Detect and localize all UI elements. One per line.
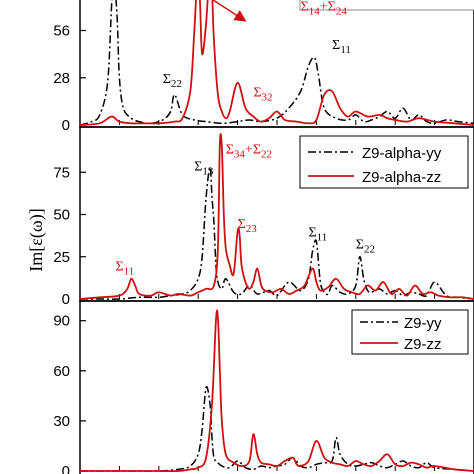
series-middle-0: [80, 166, 474, 300]
annotation-arrow: [211, 0, 247, 22]
series-top-1: [79, 0, 474, 126]
annotation-top-1: Σ32: [253, 85, 272, 103]
annotation-middle-1: Σ34+Σ22: [226, 143, 272, 161]
series-top-0: [79, 0, 474, 126]
ytick-label-middle-1: 25: [53, 249, 70, 266]
series-bottom-0: [80, 385, 474, 472]
legend-middle: Z9-alpha-yy Z9-alpha-zz: [299, 135, 469, 189]
ytick-label-bottom-3: 90: [53, 313, 70, 330]
ytick-label-bottom-1: 30: [53, 413, 70, 430]
ytick-label-top-2: 56: [53, 23, 70, 40]
ytick-label-bottom-2: 60: [53, 363, 70, 380]
legend-middle-label-0: Z9-alpha-yy: [362, 145, 442, 162]
ytick-label-middle-0: 0: [62, 291, 70, 308]
ytick-label-top-1: 28: [53, 70, 70, 87]
annotation-middle-4: Σ11: [309, 225, 328, 243]
ytick-label-middle-3: 75: [53, 164, 70, 181]
legend-bottom-label-1: Z9-zz: [404, 336, 442, 353]
top-legend-box: [299, 0, 474, 11]
panel-top-frame: [79, 0, 474, 128]
annotation-middle-2: Σ23: [238, 217, 258, 235]
annotation-middle-5: Σ22: [356, 237, 375, 255]
annotation-middle-0: Σ13: [194, 160, 214, 178]
ytick-label-bottom-0: 0: [62, 463, 70, 474]
legend-bottom-label-0: Z9-yy: [404, 315, 442, 332]
panel-bottom-frame: [79, 300, 474, 474]
annotation-top-0: Σ22: [163, 72, 182, 90]
series-bottom-1: [80, 309, 474, 473]
ytick-label-top-0: 0: [62, 117, 70, 134]
annotation-top-2: Σ11: [332, 38, 351, 56]
legend-bottom-box: [351, 309, 469, 355]
legend-middle-box: [299, 135, 469, 189]
y-axis-label: Im[ε(ω)]: [26, 208, 47, 271]
legend-middle-label-1: Z9-alpha-zz: [362, 169, 441, 186]
legend-bottom: Z9-yy Z9-zz: [351, 309, 469, 355]
ytick-label-middle-2: 50: [53, 207, 70, 224]
panel-bottom: [79, 300, 474, 474]
series-middle-1: [79, 133, 474, 300]
panel-top: [79, 0, 474, 128]
annotation-top-3: Σ14+Σ24: [301, 0, 348, 17]
annotation-middle-3: Σ11: [115, 259, 134, 277]
